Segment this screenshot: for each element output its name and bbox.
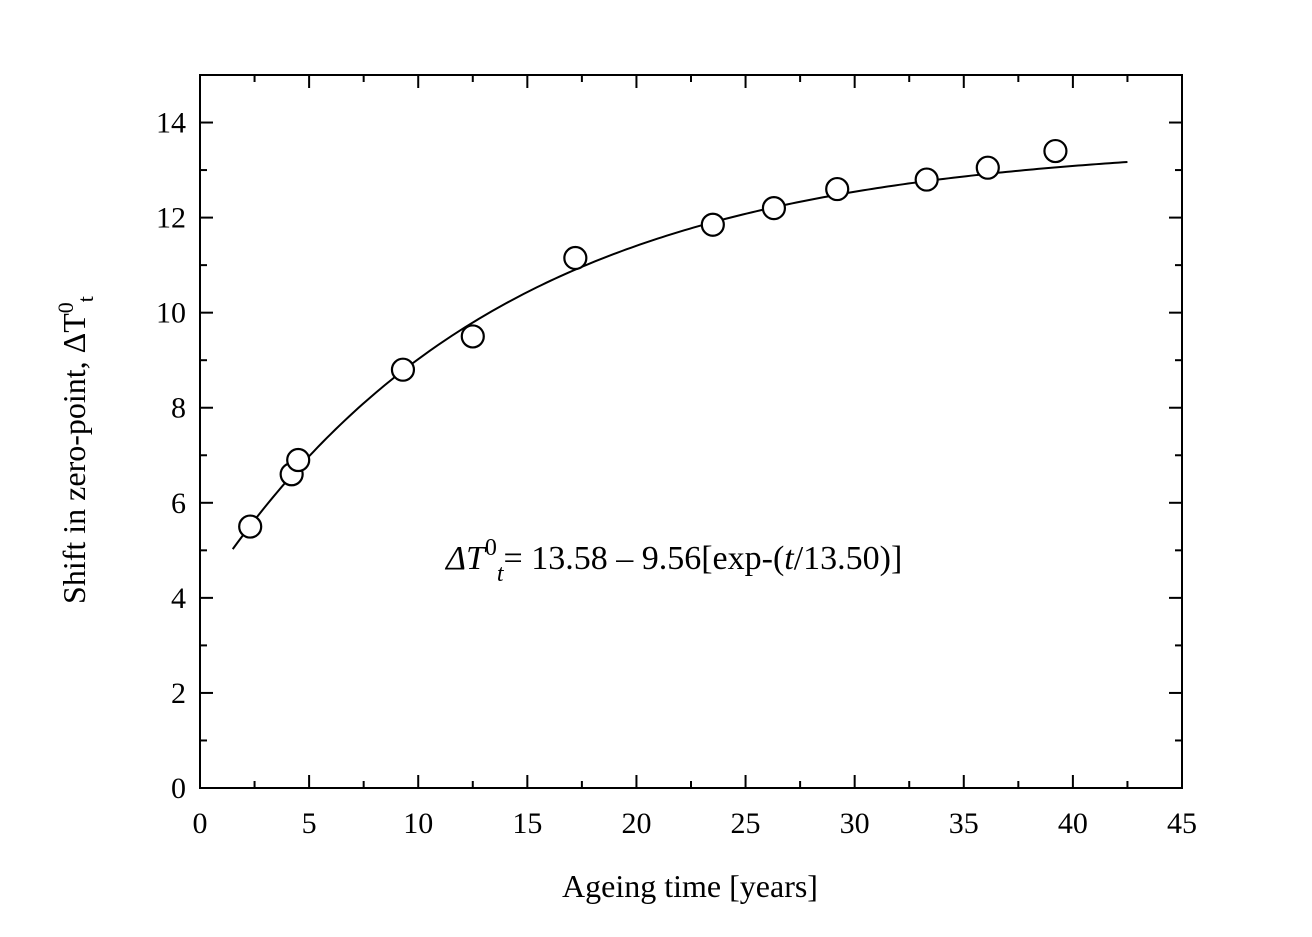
y-tick-label: 8	[171, 392, 186, 425]
data-point	[563, 245, 588, 271]
x-tick-label: 10	[403, 807, 433, 840]
x-tick-label: 40	[1058, 807, 1088, 840]
data-point	[700, 212, 725, 237]
fit-equation-t: t	[784, 540, 795, 577]
x-tick-label: 30	[840, 807, 870, 840]
y-tick-label: 14	[156, 107, 186, 140]
fit-curve	[231, 161, 1128, 550]
data-point	[975, 155, 1000, 180]
fit-equation-part2: /13.50)]	[794, 540, 903, 577]
y-axis-title-sup: 0	[53, 302, 78, 313]
data-point	[238, 514, 263, 539]
x-tick-label: 5	[302, 807, 317, 840]
fit-equation-sub: t	[497, 561, 505, 587]
x-tick-label: 45	[1167, 807, 1197, 840]
axis-tick-labels: 0 5 10 15 20 25 30 35 40 45 0 2 4 6 8 10 12 14	[156, 107, 1197, 840]
y-tick-label: 0	[171, 772, 186, 805]
fit-equation-delta: ΔT	[444, 540, 487, 577]
data-point	[1043, 138, 1068, 164]
x-tick-label: 20	[621, 807, 651, 840]
plot-frame	[199, 74, 1183, 789]
fit-equation: ΔT0t= 13.58 – 9.56[exp-(t/13.50)]	[444, 535, 902, 587]
data-point	[390, 357, 416, 382]
data-points	[238, 138, 1068, 539]
x-axis-title: Ageing time [years]	[562, 868, 818, 904]
y-tick-label: 6	[171, 487, 186, 520]
y-axis-title: Shift in zero-point, ΔT0t	[53, 296, 98, 604]
x-tick-label: 0	[193, 807, 208, 840]
x-tick-label: 15	[512, 807, 542, 840]
y-tick-label: 10	[156, 297, 186, 330]
y-axis-title-sub: t	[73, 296, 98, 302]
plot-area	[199, 74, 1183, 789]
data-point	[914, 167, 939, 192]
y-tick-label: 4	[171, 582, 186, 615]
data-point	[286, 447, 311, 473]
y-axis-title-main: Shift in zero-point,	[56, 353, 92, 604]
y-tick-label: 12	[156, 202, 186, 235]
x-tick-label: 25	[731, 807, 761, 840]
x-tick-label: 35	[949, 807, 979, 840]
data-point	[460, 324, 485, 349]
y-axis-title-delta: ΔT	[56, 313, 92, 354]
data-point	[825, 176, 850, 202]
fit-equation-sup: 0	[485, 535, 497, 561]
data-point	[761, 195, 787, 221]
y-tick-label: 2	[171, 677, 186, 710]
axis-ticks	[199, 75, 1183, 789]
fit-equation-part1: = 13.58 – 9.56[exp-(	[504, 540, 785, 577]
